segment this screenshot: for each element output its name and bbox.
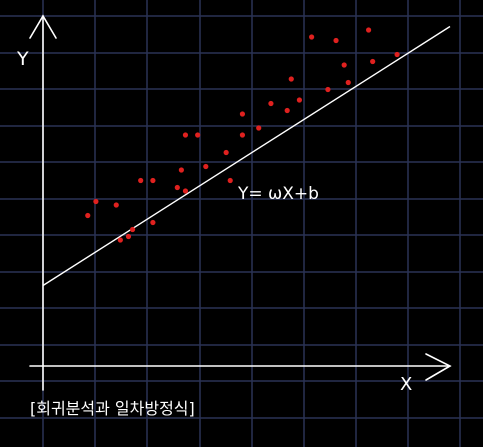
data-point-16 [227,177,233,184]
data-point-11 [182,132,189,138]
data-point-13 [195,132,201,138]
data-point-12 [182,188,189,194]
data-point-31 [394,51,400,58]
data-point-0 [85,212,91,219]
data-point-20 [268,100,274,107]
data-point-1 [93,198,99,205]
data-points [85,27,400,243]
data-point-24 [309,34,315,40]
data-point-9 [174,184,180,191]
data-point-5 [129,226,136,233]
x-axis-arrowhead [425,353,452,381]
regression-line [42,25,451,287]
data-point-2 [113,202,119,208]
data-point-23 [296,97,303,103]
data-point-17 [239,132,246,138]
data-point-29 [366,27,372,33]
caption: [회귀분석과 일차방정식] [30,399,195,418]
data-point-10 [178,167,184,173]
data-point-25 [325,86,331,93]
data-point-8 [150,177,156,184]
x-axis-label: X [400,374,412,395]
data-point-26 [333,37,339,44]
data-point-28 [345,79,351,86]
data-point-30 [370,58,376,65]
data-point-3 [117,237,123,243]
data-point-27 [341,62,347,68]
y-axis-label: Y [16,48,29,70]
y-axis-arrowhead [29,14,57,39]
data-point-15 [223,149,229,156]
data-point-7 [150,219,156,226]
data-point-21 [284,107,290,114]
equation-label: Y= ωX+b [237,184,319,204]
y-axis [29,14,57,391]
x-axis [29,353,452,381]
data-point-18 [239,111,246,117]
data-point-4 [125,233,132,240]
data-point-22 [288,76,294,82]
data-point-19 [256,125,262,131]
data-point-14 [203,163,209,170]
data-point-6 [138,177,144,184]
